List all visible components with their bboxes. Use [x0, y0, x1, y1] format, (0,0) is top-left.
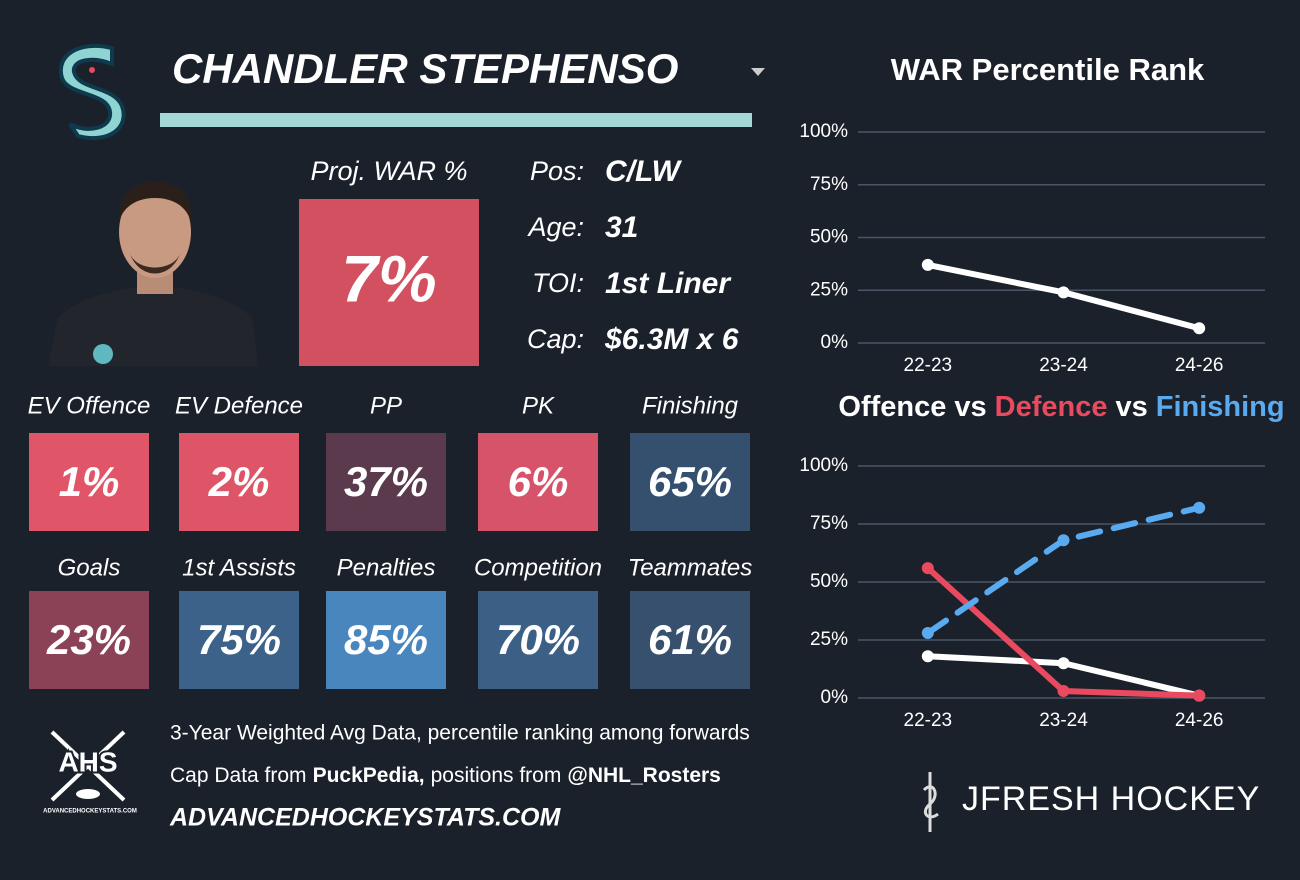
tile-box: [179, 591, 299, 689]
ahs-logo: AHS ADVANCEDHOCKEYSTATS.COM: [43, 730, 137, 815]
charts: 0% 25% 50% 75% 100% 22-23 23-24 24-26 WAR Percen…: [799, 52, 1284, 731]
line-point: [921, 562, 934, 575]
tile-label: EV Defence: [175, 392, 303, 419]
info-value: $6.3M x 6: [604, 323, 739, 356]
tile-label: EV Offence: [28, 392, 151, 419]
line-point: [921, 627, 934, 640]
tile-label: Teammates: [628, 554, 753, 581]
tile-value: 65%: [648, 458, 732, 505]
dropdown-arrow[interactable]: [751, 68, 765, 76]
line-point: [1193, 689, 1206, 702]
ahs-logo-text: AHS: [58, 746, 117, 777]
brand-logo: JFRESH HOCKEY: [922, 772, 1260, 832]
y-tick-label: 25%: [810, 279, 848, 300]
tile-box: [29, 591, 149, 689]
tile-label: PP: [370, 392, 402, 419]
line-point: [1057, 657, 1070, 670]
footer-credit-link[interactable]: @NHL_Rosters: [567, 764, 721, 787]
name-underline: [160, 113, 752, 127]
footer-credit-text: Cap Data from: [170, 764, 307, 787]
stat-tiles: EV Offence 1% EV Defence 2% PP 37% PK 6% Finishi…: [28, 392, 753, 689]
tile-box: [179, 433, 299, 531]
footer-site[interactable]: ADVANCEDHOCKEYSTATS.COM: [169, 804, 561, 832]
footer-credit-text: positions from: [431, 764, 562, 787]
line-point: [921, 258, 934, 271]
team-logo: [58, 43, 126, 141]
tile-box: [478, 591, 598, 689]
projection-label: Proj. WAR %: [310, 156, 467, 186]
x-tick-label: 24-26: [1175, 710, 1224, 731]
line-point: [1193, 501, 1206, 514]
player-photo: [48, 182, 258, 366]
chart-title-series: Defence: [995, 391, 1108, 423]
player-info: Pos: C/LW Age: 31 TOI: 1st Liner Cap: $6.3M x 6: [526, 155, 738, 356]
y-tick-label: 50%: [810, 571, 848, 592]
x-tick-label: 22-23: [904, 355, 953, 376]
info-label: TOI:: [532, 268, 584, 298]
tile-label: 1st Assists: [182, 554, 296, 581]
y-tick-label: 0%: [821, 687, 849, 708]
line-point: [1057, 534, 1070, 547]
y-tick-label: 100%: [799, 455, 848, 476]
info-value: C/LW: [605, 155, 683, 188]
x-tick-label: 23-24: [1039, 710, 1088, 731]
tile-box: [29, 433, 149, 531]
info-label: Pos:: [530, 156, 584, 186]
tile-value: 61%: [648, 616, 732, 663]
chart-title-series: Finishing: [1156, 391, 1285, 423]
tile-label: Penalties: [337, 554, 436, 581]
chart-title: WAR Percentile Rank: [891, 52, 1205, 87]
info-value: 1st Liner: [605, 267, 732, 300]
ahs-logo-site: ADVANCEDHOCKEYSTATS.COM: [43, 809, 137, 815]
tile-value: 85%: [344, 616, 428, 663]
y-tick-label: 100%: [799, 121, 848, 142]
footer-credit-link[interactable]: PuckPedia,: [313, 764, 425, 787]
line-point: [1057, 286, 1070, 299]
tile-box: [326, 591, 446, 689]
tile-value: 6%: [508, 458, 569, 505]
brand-name: JFRESH HOCKEY: [962, 780, 1260, 818]
info-label: Age:: [526, 212, 584, 242]
tile-value: 37%: [344, 458, 428, 505]
tile-label: PK: [522, 392, 555, 419]
line-point: [921, 650, 934, 663]
y-tick-label: 75%: [810, 174, 848, 195]
player-name: CHANDLER STEPHENSO: [172, 45, 678, 92]
projection-value: 7%: [341, 241, 436, 315]
projection-box: [299, 199, 479, 366]
y-tick-label: 75%: [810, 513, 848, 534]
tile-label: Competition: [474, 554, 602, 581]
tile-box: [478, 433, 598, 531]
chart-title: Offence vs Defence vs Finishing: [838, 391, 1284, 423]
tile-label: Goals: [58, 554, 121, 581]
footer-note: 3-Year Weighted Avg Data, percentile ran…: [170, 722, 750, 745]
info-value: 31: [605, 211, 638, 244]
tile-value: 1%: [59, 458, 120, 505]
y-tick-label: 0%: [821, 332, 849, 353]
x-tick-label: 22-23: [904, 710, 953, 731]
x-tick-label: 24-26: [1175, 355, 1224, 376]
tile-value: 2%: [208, 458, 270, 505]
info-label: Cap:: [527, 324, 584, 354]
tile-value: 75%: [197, 616, 281, 663]
tile-value: 23%: [46, 616, 131, 663]
footer-credits: Cap Data from PuckPedia, positions from @NH…: [170, 764, 721, 787]
chart-title-joiner: vs: [1115, 391, 1147, 423]
x-tick-label: 23-24: [1039, 355, 1088, 376]
y-tick-label: 50%: [810, 227, 848, 248]
tile-label: Finishing: [642, 392, 739, 419]
line-point: [1057, 685, 1070, 698]
chart-title-joiner: vs: [954, 391, 986, 423]
tile-box: [630, 433, 750, 531]
line-point: [1193, 322, 1206, 335]
tile-value: 70%: [496, 616, 580, 663]
tile-box: [326, 433, 446, 531]
y-tick-label: 25%: [810, 629, 848, 650]
tile-box: [630, 591, 750, 689]
chart-title-series: Offence: [838, 391, 946, 423]
